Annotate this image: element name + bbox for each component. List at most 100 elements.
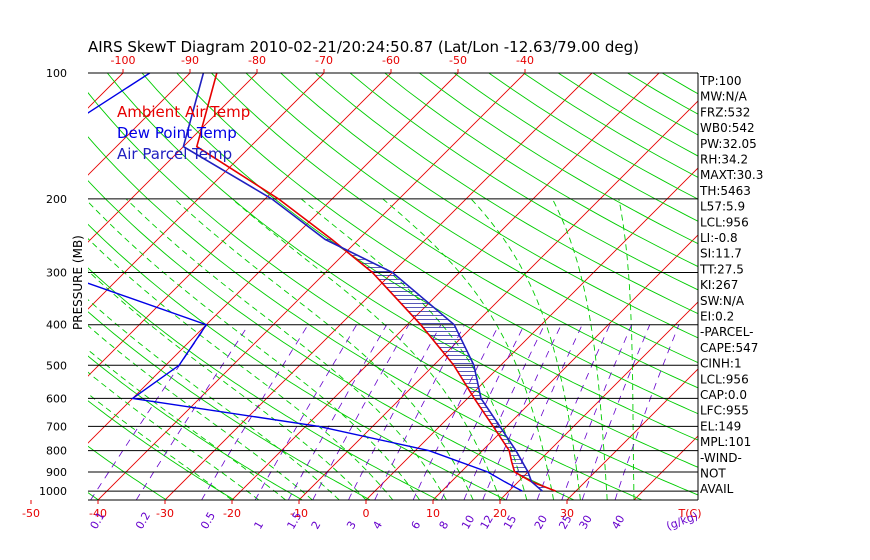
mixing-ratio-line <box>135 324 250 500</box>
moist-adiabat-line <box>382 198 555 500</box>
dry-adiabat-line <box>106 73 698 468</box>
mixing-ratio-line <box>348 324 442 500</box>
index-entry: RH:34.2 <box>700 153 748 167</box>
bottom-temp-tick-label: -30 <box>156 507 174 520</box>
mixing-ratio-line <box>90 324 208 500</box>
bottom-temp-tick-label: 0 <box>363 507 370 520</box>
dry-adiabat-line <box>384 73 698 268</box>
dry-adiabat-line <box>88 136 643 500</box>
dry-adiabat-line <box>245 73 698 364</box>
mixing-ratio-tick-label: 15 <box>501 513 519 532</box>
legend: Ambient Air Temp Dew Point Temp Air Parcel… <box>117 103 250 163</box>
mixing-ratio-line <box>312 324 410 500</box>
moist-adiabat-line <box>231 198 501 500</box>
legend-entry: Air Parcel Temp <box>117 145 232 163</box>
mixing-ratio-line <box>614 324 680 500</box>
mixing-ratio-line <box>412 324 500 500</box>
isotherm-line <box>88 73 124 109</box>
index-entry: LFC:955 <box>700 404 749 418</box>
bottom-temp-tick-label: -40 <box>89 507 107 520</box>
legend-entry: Ambient Air Temp <box>117 103 250 121</box>
dry-adiabat-line <box>88 311 371 500</box>
index-entry: NOT <box>700 467 726 481</box>
dry-adiabat-line <box>88 267 439 500</box>
bottom-temp-tick-label: 10 <box>426 507 440 520</box>
dry-adiabat-line <box>349 73 698 291</box>
moist-adiabat-line <box>174 198 474 500</box>
dry-adiabat-line <box>176 73 698 415</box>
top-temp-tick-label: -40 <box>516 54 534 67</box>
chart-title: AIRS SkewT Diagram 2010-02-21/20:24:50.8… <box>88 38 639 56</box>
isotherm-line <box>88 73 392 377</box>
dry-adiabat-line <box>88 92 698 496</box>
isotherm-line <box>0 73 56 500</box>
mixing-ratio-line <box>482 324 562 500</box>
index-entry: TP:100 <box>699 74 742 88</box>
index-entry: -WIND- <box>700 451 742 465</box>
index-entry: FRZ:532 <box>700 105 750 119</box>
dry-adiabat-line <box>661 73 698 95</box>
mixing-ratio-line <box>561 324 633 500</box>
pressure-tick-label: 800 <box>46 445 67 458</box>
moist-adiabat-line <box>88 393 233 500</box>
top-temp-tick-label: -50 <box>449 54 467 67</box>
isotherm-line <box>231 73 660 500</box>
index-entry: WB0:542 <box>700 121 755 135</box>
moist-adiabat-line <box>88 201 420 500</box>
mixing-ratio-tick-label: 1 <box>251 519 266 532</box>
moist-adiabat-line <box>88 270 367 500</box>
index-entry: KI:267 <box>700 278 738 292</box>
isotherm-line <box>88 73 459 444</box>
bottom-temp-tick-label: -50 <box>22 507 40 520</box>
index-entry: SI:11.7 <box>700 247 742 261</box>
index-entry: CAPE:547 <box>700 341 758 355</box>
pressure-tick-label: 500 <box>46 359 67 372</box>
dry-adiabat-line <box>315 73 698 315</box>
isotherm-line <box>768 73 870 500</box>
index-entry: LCL:956 <box>700 215 749 229</box>
mixing-ratio-tick-label: 6 <box>409 519 424 532</box>
index-entry: LI:-0.8 <box>700 231 738 245</box>
dry-adiabat-line <box>280 73 698 339</box>
index-entry: TT:27.5 <box>699 262 744 276</box>
series-line-air-parcel-temp <box>182 73 543 492</box>
profile-series <box>88 73 557 492</box>
moist-adiabat-line <box>618 198 635 500</box>
mixing-ratio-tick-label: 40 <box>609 513 627 532</box>
isotherm-line <box>88 73 325 310</box>
dry-adiabat-line <box>88 223 507 500</box>
index-entry: MPL:101 <box>700 435 751 449</box>
index-entry: CINH:1 <box>700 357 742 371</box>
legend-entry: Dew Point Temp <box>117 124 237 142</box>
mixing-ratio-tick-label: 0.5 <box>198 510 218 532</box>
bottom-temp-unit: T(C) <box>678 507 702 520</box>
bottom-temp-tick-label: -10 <box>290 507 308 520</box>
mixing-ratio-tick-label: 8 <box>437 519 452 532</box>
top-temp-tick-label: -100 <box>111 54 136 67</box>
pressure-tick-label: 700 <box>46 420 67 433</box>
dry-adiabat-line <box>419 73 698 245</box>
pressure-tick-label: 1000 <box>39 485 67 498</box>
top-temp-tick-label: -60 <box>382 54 400 67</box>
mixing-ratio-line <box>536 324 611 500</box>
pressure-tick-label: 200 <box>46 193 67 206</box>
pressure-tick-label: 300 <box>46 267 67 280</box>
mixing-ratio-line <box>201 324 309 500</box>
mixing-ratio-line <box>505 324 583 500</box>
mixing-ratio-line <box>254 324 358 500</box>
mixing-ratio-tick-label: 12 <box>478 513 496 532</box>
index-entry: MAXT:30.3 <box>700 168 763 182</box>
mixing-ratio-tick-label: 30 <box>577 513 595 532</box>
moist-adiabat-line <box>88 237 394 500</box>
isotherm-line <box>566 368 698 500</box>
series-line-ambient-air-temp <box>195 73 557 492</box>
isotherm-line <box>97 73 526 500</box>
dry-adiabat-line <box>88 355 303 500</box>
y-axis-label: PRESSURE (MB) <box>71 235 85 330</box>
top-temp-tick-label: -90 <box>181 54 199 67</box>
isotherm-line <box>298 100 698 500</box>
dry-adiabat-line <box>88 445 167 500</box>
bottom-temp-tick-label: 20 <box>493 507 507 520</box>
